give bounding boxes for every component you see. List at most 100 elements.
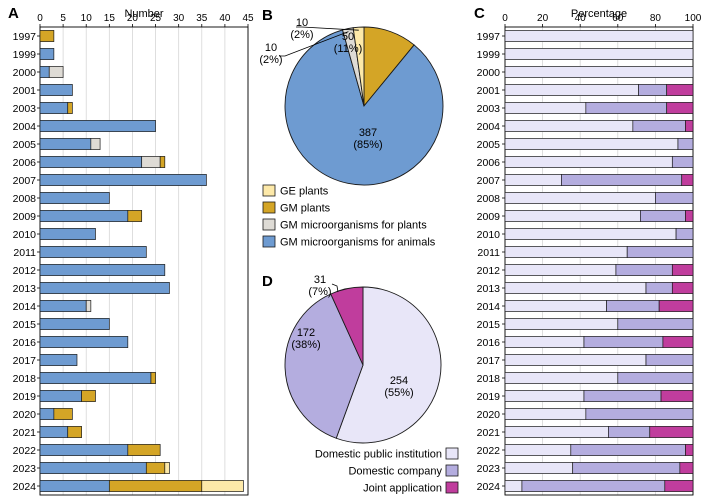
- panel-letter: B: [262, 7, 273, 24]
- bar-segment-company-2009: [640, 210, 686, 222]
- bar-segment-gm_plants-2019: [81, 390, 96, 402]
- bar-segment-public-2009: [504, 210, 641, 222]
- bar-segment-company-2004: [632, 120, 686, 132]
- pie-slice-company: [284, 293, 364, 439]
- bar-segment-public-2008: [504, 192, 656, 204]
- bar-segment-gm_micro_animals-2013: [39, 282, 170, 294]
- y-tick-label: 2009: [13, 211, 37, 223]
- y-tick-label: 2008: [477, 193, 501, 205]
- bar-segment-company-2017: [645, 354, 694, 366]
- panel-a: A Number 0 5 10 15 20 25 30 35 40 45 1997 1999 2000 200…: [8, 5, 254, 496]
- bar-segment-public-2007: [504, 174, 562, 186]
- legend-swatch-company: [445, 464, 459, 477]
- bar-segment-public-2012: [504, 264, 617, 276]
- bar-segment-gm_micro_animals-2005: [39, 138, 92, 150]
- bar-segment-public-2001: [504, 84, 639, 96]
- y-tick-label: 2013: [477, 283, 501, 295]
- bar-segment-joint-2003: [666, 102, 694, 114]
- bar-segment-gm_micro_animals-2015: [39, 318, 110, 330]
- bar-segment-joint-2023: [679, 462, 694, 474]
- bar-segment-joint-2007: [681, 174, 694, 186]
- y-tick-label: 2015: [477, 319, 501, 331]
- y-tick-label: 1997: [477, 31, 501, 43]
- panel-letter: C: [474, 5, 485, 22]
- y-tick-label: 2019: [13, 391, 37, 403]
- y-tick-label: 2013: [13, 283, 37, 295]
- bar-segment-gm_micro_animals-2001: [39, 84, 73, 96]
- bar-segment-joint-2019: [660, 390, 694, 402]
- x-tick-label: 25: [150, 13, 162, 24]
- y-tick-label: 1999: [477, 49, 501, 61]
- x-tick-label: 40: [219, 13, 231, 24]
- y-tick-label: 2016: [13, 337, 37, 349]
- x-tick-label: 60: [612, 13, 624, 24]
- y-tick-label: 2004: [477, 121, 501, 133]
- x-tick-label: 35: [196, 13, 208, 24]
- bar-segment-company-2013: [645, 282, 673, 294]
- y-tick-label: 2021: [477, 427, 501, 439]
- x-axis-title: Number: [124, 8, 163, 20]
- bar-segment-gm_micro_animals-2021: [39, 426, 69, 438]
- bar-segment-joint-2004: [685, 120, 694, 132]
- bar-segment-joint-2021: [649, 426, 694, 438]
- bar-segment-company-2010: [675, 228, 694, 240]
- y-tick-label: 2010: [477, 229, 501, 241]
- legend-swatch-joint: [445, 481, 459, 494]
- bar-segment-gm_plants-2020: [53, 408, 73, 420]
- pie-label-ge-plants-value: 10: [296, 17, 308, 29]
- pie-label-gm-plants-value: 50: [342, 31, 354, 43]
- bar-segment-company-2018: [617, 372, 694, 384]
- pie-label-joint-percent: (7%): [308, 286, 331, 298]
- panel-c: C Percentage 0 20 40 60 80 100 1997 1999 2000 2001 2…: [474, 5, 702, 496]
- panel-d: D 254(55%) 172(38%) 31(7%) Domestic public i…: [262, 273, 459, 495]
- y-tick-label: 2012: [477, 265, 501, 277]
- y-tick-label: 2001: [477, 85, 501, 97]
- x-tick-label: 20: [537, 13, 549, 24]
- bar-segment-public-2011: [504, 246, 628, 258]
- x-tick-label: 80: [650, 13, 662, 24]
- pie-label-company-value: 172: [297, 327, 315, 339]
- y-tick-label: 2024: [13, 481, 37, 493]
- bar-segment-gm_plants-2006: [159, 156, 166, 168]
- y-tick-label: 2020: [13, 409, 37, 421]
- bar-segment-gm_micro_plants-2014: [85, 300, 92, 312]
- bar-segment-gm_micro_animals-2019: [39, 390, 82, 402]
- bar-segment-ge_plants-2024: [201, 480, 244, 492]
- y-tick-label: 2018: [13, 373, 37, 385]
- bar-segment-public-2013: [504, 282, 647, 294]
- leader-line-joint: [331, 283, 339, 293]
- bar-segment-public-2006: [504, 156, 673, 168]
- y-tick-label: 2011: [13, 247, 36, 259]
- bar-segment-ge_plants-2023: [164, 462, 170, 474]
- legend-label-joint: Joint application: [363, 483, 442, 495]
- bar-segment-gm_micro_animals-2020: [39, 408, 55, 420]
- bar-segment-gm_micro_animals-2024: [39, 480, 110, 492]
- bar-segment-gm_plants-2021: [67, 426, 82, 438]
- bar-segment-joint-2013: [671, 282, 694, 294]
- bar-segment-company-2014: [606, 300, 660, 312]
- legend-swatch-gm_micro_animals: [262, 235, 276, 248]
- pie-slice-joint: [330, 286, 364, 366]
- legend-label-company: Domestic company: [348, 466, 442, 478]
- x-tick-label: 40: [575, 13, 587, 24]
- y-tick-label: 2023: [13, 463, 37, 475]
- bar-segment-company-2008: [655, 192, 694, 204]
- bar-segment-public-2019: [504, 390, 585, 402]
- y-tick-label: 2022: [13, 445, 37, 457]
- pie-slice-ge_plants: [352, 26, 365, 107]
- bar-segment-joint-2024: [664, 480, 694, 492]
- bar-segment-gm_micro_animals-2007: [39, 174, 207, 186]
- y-tick-label: 2007: [477, 175, 501, 187]
- bar-segment-gm_micro_plants-2005: [90, 138, 101, 150]
- bar-segment-gm_micro_animals-2016: [39, 336, 129, 348]
- bar-segment-public-2005: [504, 138, 679, 150]
- bar-segment-company-2024: [521, 480, 666, 492]
- bar-segment-gm_plants-2018: [150, 372, 156, 384]
- bar-segment-gm_micro_plants-2000: [48, 66, 64, 78]
- bar-segment-company-2023: [572, 462, 681, 474]
- y-tick-label: 2019: [477, 391, 501, 403]
- bar-segment-gm_plants-2022: [127, 444, 161, 456]
- bar-segment-gm_micro_animals-2011: [39, 246, 147, 258]
- bar-segment-gm_plants-2024: [108, 480, 203, 492]
